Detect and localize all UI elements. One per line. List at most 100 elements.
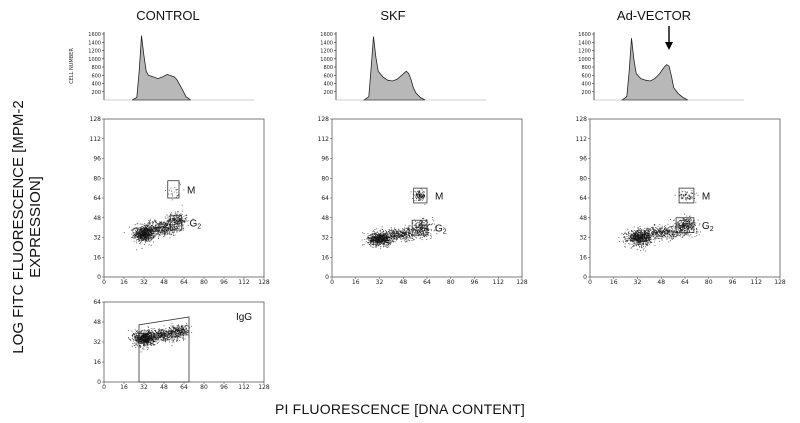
event-dot xyxy=(637,230,639,232)
event-dot xyxy=(415,220,416,222)
event-dot xyxy=(165,224,167,226)
event-dot xyxy=(166,224,168,226)
event-dot xyxy=(683,223,685,225)
event-dot xyxy=(166,225,168,226)
event-dot xyxy=(164,225,166,226)
event-dot xyxy=(682,229,684,230)
event-dot xyxy=(684,190,686,192)
event-dot xyxy=(656,233,658,235)
event-dot xyxy=(403,237,404,239)
histogram-y-tick-label: 800 xyxy=(581,65,591,71)
event-dot xyxy=(151,231,153,233)
event-dot xyxy=(392,231,394,233)
event-dot xyxy=(388,244,390,246)
event-dot xyxy=(658,235,660,237)
event-dot xyxy=(157,226,159,228)
event-dot xyxy=(400,233,402,235)
event-dot xyxy=(663,236,665,238)
event-dot xyxy=(674,233,676,235)
event-dot xyxy=(629,238,631,239)
event-dot xyxy=(384,242,386,243)
event-dot xyxy=(644,240,646,242)
event-dot xyxy=(403,239,405,241)
event-dot xyxy=(404,229,406,231)
event-dot xyxy=(176,231,178,233)
event-dot xyxy=(160,228,162,229)
event-dot xyxy=(179,218,181,220)
event-dot xyxy=(692,226,694,228)
event-dot xyxy=(151,225,153,227)
event-dot xyxy=(409,232,410,234)
event-dot xyxy=(169,233,171,235)
event-dot xyxy=(152,225,154,227)
event-dot xyxy=(646,227,648,229)
event-dot xyxy=(148,238,149,240)
event-dot xyxy=(672,226,674,228)
event-dot xyxy=(142,238,143,240)
event-dot xyxy=(678,226,680,228)
event-dot xyxy=(435,226,437,228)
event-dot xyxy=(146,240,147,242)
event-dot xyxy=(410,191,412,193)
event-dot xyxy=(159,235,161,237)
event-dot xyxy=(143,227,145,229)
event-dot xyxy=(167,226,169,228)
event-dot xyxy=(649,230,651,232)
event-dot xyxy=(414,226,416,228)
event-dot xyxy=(390,238,392,240)
event-dot xyxy=(672,232,674,234)
event-dot xyxy=(142,340,144,342)
event-dot xyxy=(686,199,687,201)
event-dot xyxy=(687,196,689,198)
event-dot xyxy=(684,193,686,195)
g2-gate xyxy=(169,214,182,231)
event-dot xyxy=(686,228,688,229)
event-dot xyxy=(379,234,380,235)
event-dot xyxy=(644,244,646,246)
event-dot xyxy=(382,237,384,239)
event-dot xyxy=(393,231,394,232)
event-dot xyxy=(678,224,680,225)
event-dot xyxy=(161,223,163,225)
event-dot xyxy=(630,235,632,237)
event-dot xyxy=(366,238,368,240)
event-dot xyxy=(155,338,157,340)
event-dot xyxy=(175,214,177,215)
event-dot xyxy=(685,220,686,222)
event-dot xyxy=(153,221,155,223)
event-dot xyxy=(139,341,140,343)
event-dot xyxy=(176,228,177,230)
event-dot xyxy=(682,197,683,199)
event-dot xyxy=(390,235,392,237)
event-dot xyxy=(412,238,413,239)
event-dot xyxy=(173,229,175,231)
event-dot xyxy=(174,221,176,223)
event-dot xyxy=(412,233,414,235)
event-dot xyxy=(652,230,654,232)
event-dot xyxy=(163,222,165,224)
event-dot xyxy=(163,225,165,227)
event-dot xyxy=(139,236,141,238)
event-dot xyxy=(384,232,385,234)
event-dot xyxy=(147,228,149,230)
event-dot xyxy=(379,241,381,243)
event-dot xyxy=(388,235,389,237)
x-tick-label: 80 xyxy=(200,384,208,391)
event-dot xyxy=(691,224,693,226)
event-dot xyxy=(422,233,424,234)
event-dot xyxy=(696,232,698,234)
event-dot xyxy=(136,233,137,235)
event-dot xyxy=(173,220,175,222)
event-dot xyxy=(629,236,631,238)
event-dot xyxy=(419,232,421,234)
event-dot xyxy=(654,224,656,226)
event-dot xyxy=(689,221,691,223)
event-dot xyxy=(672,220,674,221)
event-dot xyxy=(171,221,172,223)
event-dot xyxy=(181,217,183,218)
event-dot xyxy=(148,229,149,231)
event-dot xyxy=(665,236,667,238)
event-dot xyxy=(419,225,421,227)
event-dot xyxy=(370,237,372,239)
event-dot xyxy=(665,225,667,227)
